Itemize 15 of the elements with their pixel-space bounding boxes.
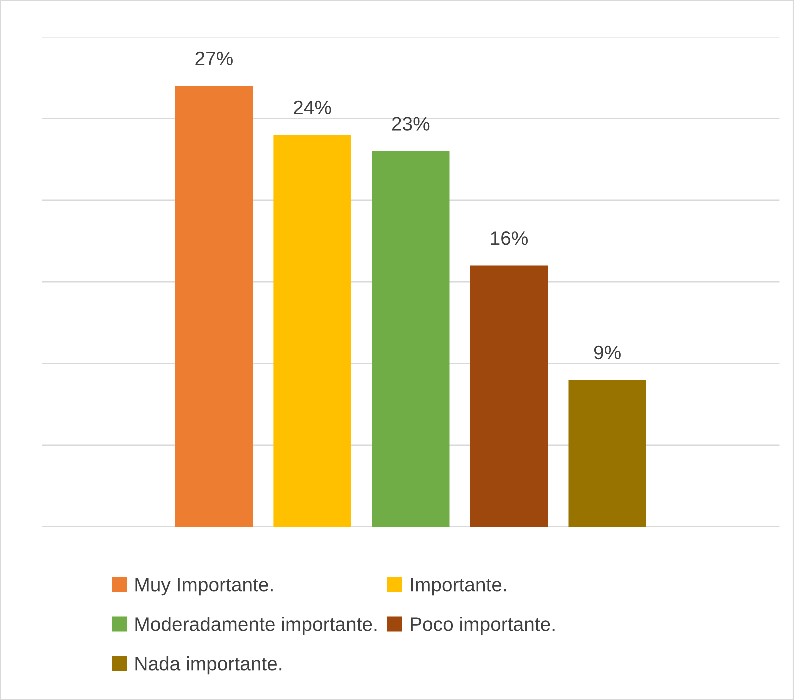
data-label: 27% (196, 52, 233, 66)
legend-label: Muy Importante. (136, 578, 273, 596)
bar (274, 135, 352, 528)
bar (372, 151, 450, 528)
bar (470, 266, 548, 528)
legend-label: Importante. (411, 578, 506, 596)
data-label: 9% (594, 346, 621, 360)
legend-label: Poco importante. (411, 617, 555, 636)
data-label: 24% (294, 100, 332, 115)
data-label: 23% (392, 117, 430, 131)
legend-label: Nada importante. (136, 656, 282, 675)
bar (568, 380, 646, 528)
legend-label: Moderadamente importante. (136, 617, 377, 636)
bar (175, 86, 254, 528)
data-label: 16% (491, 231, 528, 246)
